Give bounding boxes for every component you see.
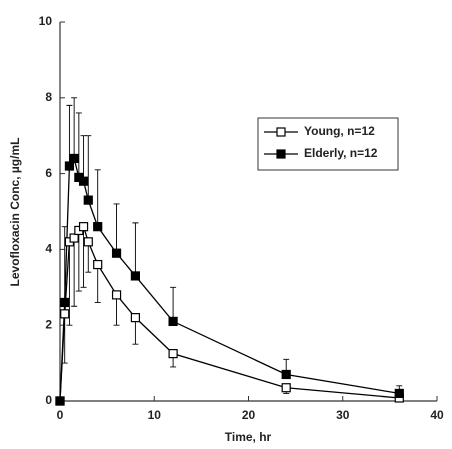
legend-marker <box>276 127 286 137</box>
marker <box>60 309 70 319</box>
error-bar <box>85 135 92 201</box>
error-bar <box>75 112 82 178</box>
error-bar <box>170 286 177 322</box>
error-bar <box>61 313 68 364</box>
y-tick-label: 4 <box>45 242 52 256</box>
marker <box>281 383 291 393</box>
x-tick-label: 30 <box>336 408 350 422</box>
error-bar <box>80 226 87 288</box>
error-bar <box>71 97 78 159</box>
marker <box>78 222 89 232</box>
y-tick-label: 0 <box>45 393 52 407</box>
x-tick-label: 10 <box>148 408 162 422</box>
marker <box>78 176 89 186</box>
error-bar <box>61 226 68 303</box>
y-tick-label: 6 <box>45 166 52 180</box>
x-tick-label: 40 <box>430 408 444 422</box>
marker <box>168 316 178 327</box>
error-bar <box>113 203 120 254</box>
error-bar <box>113 294 120 326</box>
marker <box>168 349 178 359</box>
series-line <box>59 156 400 402</box>
error-bar <box>94 169 101 227</box>
marker <box>130 313 140 323</box>
marker <box>55 396 65 406</box>
error-bar <box>132 222 139 276</box>
marker <box>69 153 79 164</box>
marker <box>111 290 122 300</box>
marker <box>83 195 93 205</box>
y-tick-label: 2 <box>45 317 52 331</box>
marker <box>93 259 103 270</box>
legend-box <box>257 117 399 171</box>
marker <box>60 297 70 308</box>
x-tick-label: 20 <box>242 408 256 422</box>
marker <box>64 161 75 171</box>
y-tick-label: 10 <box>39 14 53 28</box>
x-tick-label: 0 <box>57 408 64 422</box>
error-bar <box>75 230 82 292</box>
x-axis-label: Time, hr <box>225 430 272 444</box>
error-bar <box>85 241 92 273</box>
marker <box>93 222 103 232</box>
error-bar <box>71 238 78 307</box>
error-bar <box>66 104 73 167</box>
error-bar <box>66 241 73 326</box>
marker <box>281 369 291 380</box>
series-line <box>59 225 400 402</box>
legend-label: Young, n=12 <box>304 124 375 138</box>
marker <box>394 388 404 399</box>
legend-label: Elderly, n=12 <box>304 146 378 160</box>
marker <box>111 248 122 258</box>
legend-marker <box>276 149 286 159</box>
error-bar <box>94 264 101 303</box>
marker <box>130 271 140 281</box>
y-tick-label: 8 <box>45 90 52 104</box>
y-axis-label: Levofloxacin Conc, µg/mL <box>8 138 22 287</box>
marker <box>83 237 93 247</box>
marker <box>69 233 79 243</box>
